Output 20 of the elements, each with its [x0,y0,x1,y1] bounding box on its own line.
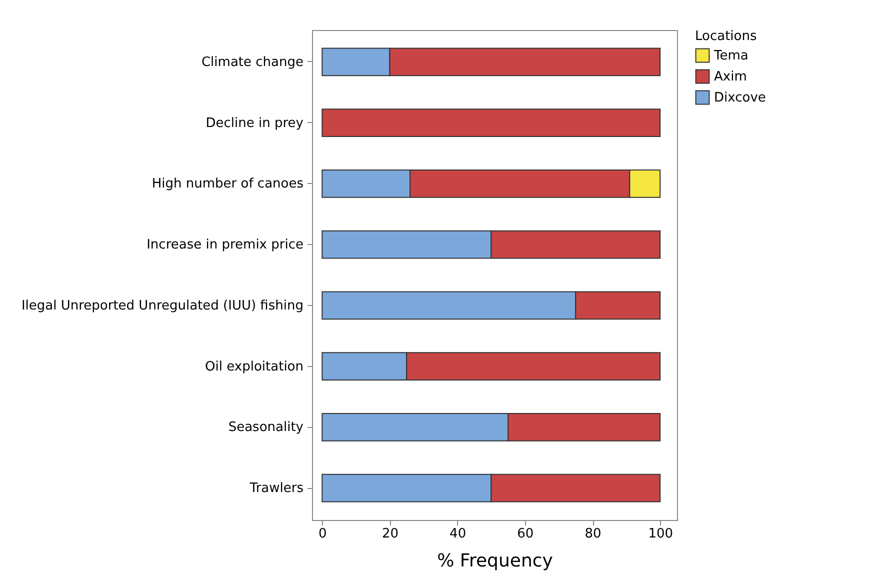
y-tick-label: Oil exploitation [205,359,304,374]
y-tick-label: Seasonality [228,420,304,436]
x-tick-label: 60 [517,526,534,542]
y-tick-label: Increase in premix price [146,238,304,253]
y-tick-label: High number of canoes [152,176,304,192]
y-tick-label: Trawlers [248,481,304,496]
x-tick-label: 40 [450,526,466,542]
y-tick-label: Decline in prey [206,116,304,131]
x-tick-label: 80 [584,526,602,542]
y-tick-label: Ilegal Unreported Unregulated (IUU) fishing [21,298,304,314]
legend-title: Locations [695,29,757,44]
legend-label: Tema [713,48,748,64]
x-tick-label: 20 [382,526,399,542]
x-tick-label: 0 [318,526,327,542]
x-axis-title: % Frequency [437,550,554,572]
bar [322,108,661,138]
legend-label: Axim [714,70,747,84]
y-tick-label: Climate change [201,54,304,70]
x-tick-label: 100 [648,526,674,542]
legend-label: Dixcove [714,90,766,106]
